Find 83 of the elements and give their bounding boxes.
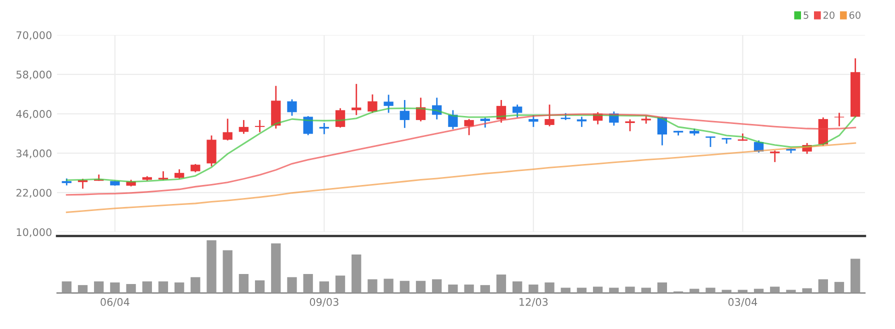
bar — [512, 281, 522, 293]
y-tick-label: 34,000 — [16, 149, 52, 158]
candlestick — [464, 118, 474, 136]
line-series — [66, 142, 856, 214]
bar — [158, 281, 168, 293]
bar — [448, 284, 458, 293]
bar — [368, 279, 378, 293]
candlestick — [335, 108, 346, 128]
bar — [609, 288, 619, 293]
candlestick — [319, 122, 330, 135]
bar — [335, 276, 346, 293]
bar — [834, 282, 844, 293]
bar — [319, 281, 330, 293]
bar — [142, 281, 152, 293]
bar — [528, 284, 538, 293]
candlestick — [625, 118, 635, 132]
bar — [78, 285, 88, 293]
bar — [802, 288, 812, 293]
x-tick-label: 06/04 — [100, 298, 130, 307]
bar — [722, 290, 732, 293]
bar — [657, 282, 668, 293]
legend-label: 5 — [804, 12, 808, 19]
y-tick-label: 22,000 — [16, 188, 52, 198]
bar — [110, 282, 120, 293]
candlestick — [480, 117, 490, 128]
y-tick-label: 70,000 — [16, 31, 52, 40]
bar — [480, 285, 490, 293]
candlestick — [352, 83, 362, 116]
candlestick — [238, 119, 249, 135]
bar — [206, 240, 216, 293]
bar — [560, 288, 570, 293]
bar — [254, 280, 265, 293]
bar — [271, 243, 281, 293]
bar — [641, 288, 651, 293]
bar — [818, 279, 828, 293]
bar — [706, 288, 716, 293]
y-tick-label: 58,000 — [16, 70, 52, 80]
bar — [754, 288, 764, 293]
bar — [222, 250, 232, 293]
y-tick-label: 46,000 — [16, 110, 52, 119]
candlestick — [206, 134, 216, 168]
bar — [174, 282, 184, 293]
bar — [432, 279, 442, 293]
candlestick — [770, 150, 780, 163]
bar — [303, 274, 313, 293]
x-tick-label: 09/03 — [310, 298, 338, 307]
candlestick — [174, 168, 184, 180]
bar — [770, 286, 780, 293]
candlestick — [512, 104, 522, 118]
y-tick-label: 10,000 — [16, 228, 52, 238]
bar — [850, 258, 860, 293]
x-tick-label: 03/04 — [728, 298, 758, 307]
candlestick — [400, 99, 410, 129]
bar — [576, 288, 587, 293]
candlestick — [254, 119, 265, 133]
bar — [94, 281, 104, 293]
candlestick — [384, 94, 394, 114]
bar — [62, 281, 72, 293]
bar — [738, 290, 748, 293]
x-tick-label: 12/03 — [520, 298, 548, 307]
bar — [786, 290, 796, 293]
bar — [464, 284, 474, 293]
bar — [544, 282, 554, 293]
bar — [352, 254, 362, 293]
bar — [190, 277, 200, 293]
bar — [126, 284, 136, 293]
bar — [625, 286, 635, 293]
candlestick — [368, 94, 378, 114]
bar — [287, 277, 297, 293]
bar — [496, 274, 506, 293]
bar — [400, 280, 410, 293]
legend-label: 20 — [823, 11, 834, 19]
bar — [416, 280, 426, 293]
bar — [238, 274, 249, 293]
legend-label: 60 — [849, 11, 860, 19]
candlestick — [576, 116, 587, 128]
candlestick — [448, 109, 458, 130]
bar — [690, 288, 700, 293]
bar — [384, 278, 394, 293]
bar — [592, 286, 603, 293]
candlestick — [287, 98, 297, 116]
candlestick — [544, 104, 554, 127]
candlestick — [222, 118, 232, 142]
